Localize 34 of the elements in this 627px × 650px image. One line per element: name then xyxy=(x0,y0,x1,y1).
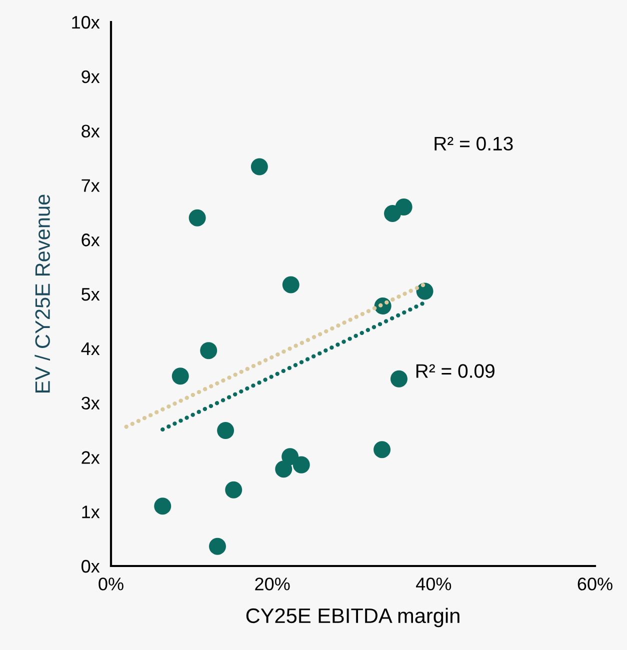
point xyxy=(208,538,226,555)
x-tick-label: 0% xyxy=(98,578,124,590)
point xyxy=(282,276,300,294)
point xyxy=(154,498,172,515)
y-tick-label: 2x xyxy=(82,451,100,464)
y-tick-label: 7x xyxy=(82,179,100,192)
point xyxy=(250,158,268,176)
point xyxy=(188,209,206,226)
y-tick-label: 1x xyxy=(82,506,100,518)
y-tick-label: 9x xyxy=(82,70,100,84)
x-axis-title: CY25E EBITDA margin xyxy=(246,608,460,628)
x-tick-label: 20% xyxy=(255,578,290,590)
y-tick-label: 0x xyxy=(82,560,100,573)
x-tick-label: 40% xyxy=(416,578,452,590)
point xyxy=(374,441,391,458)
y-tick-label: 6x xyxy=(82,234,100,246)
y-tick-label: 10x xyxy=(72,16,100,29)
x-tick-label: 60% xyxy=(578,578,612,590)
point xyxy=(416,282,434,300)
point xyxy=(172,368,189,385)
y-tick-label: 3x xyxy=(82,396,100,410)
point xyxy=(217,422,234,440)
annotation: R² = 0.09 xyxy=(416,364,494,378)
point xyxy=(395,198,412,216)
point xyxy=(292,456,310,474)
y-tick-label: 4x xyxy=(81,342,100,355)
point xyxy=(275,460,292,478)
y-axis-title: EV / CY25E Revenue xyxy=(34,194,50,392)
y-tick-label: 5x xyxy=(82,288,100,301)
y-tick-label: 8x xyxy=(82,124,100,138)
annotation: R² = 0.13 xyxy=(434,136,513,151)
point xyxy=(200,342,218,360)
point xyxy=(225,481,242,498)
point xyxy=(390,370,408,388)
